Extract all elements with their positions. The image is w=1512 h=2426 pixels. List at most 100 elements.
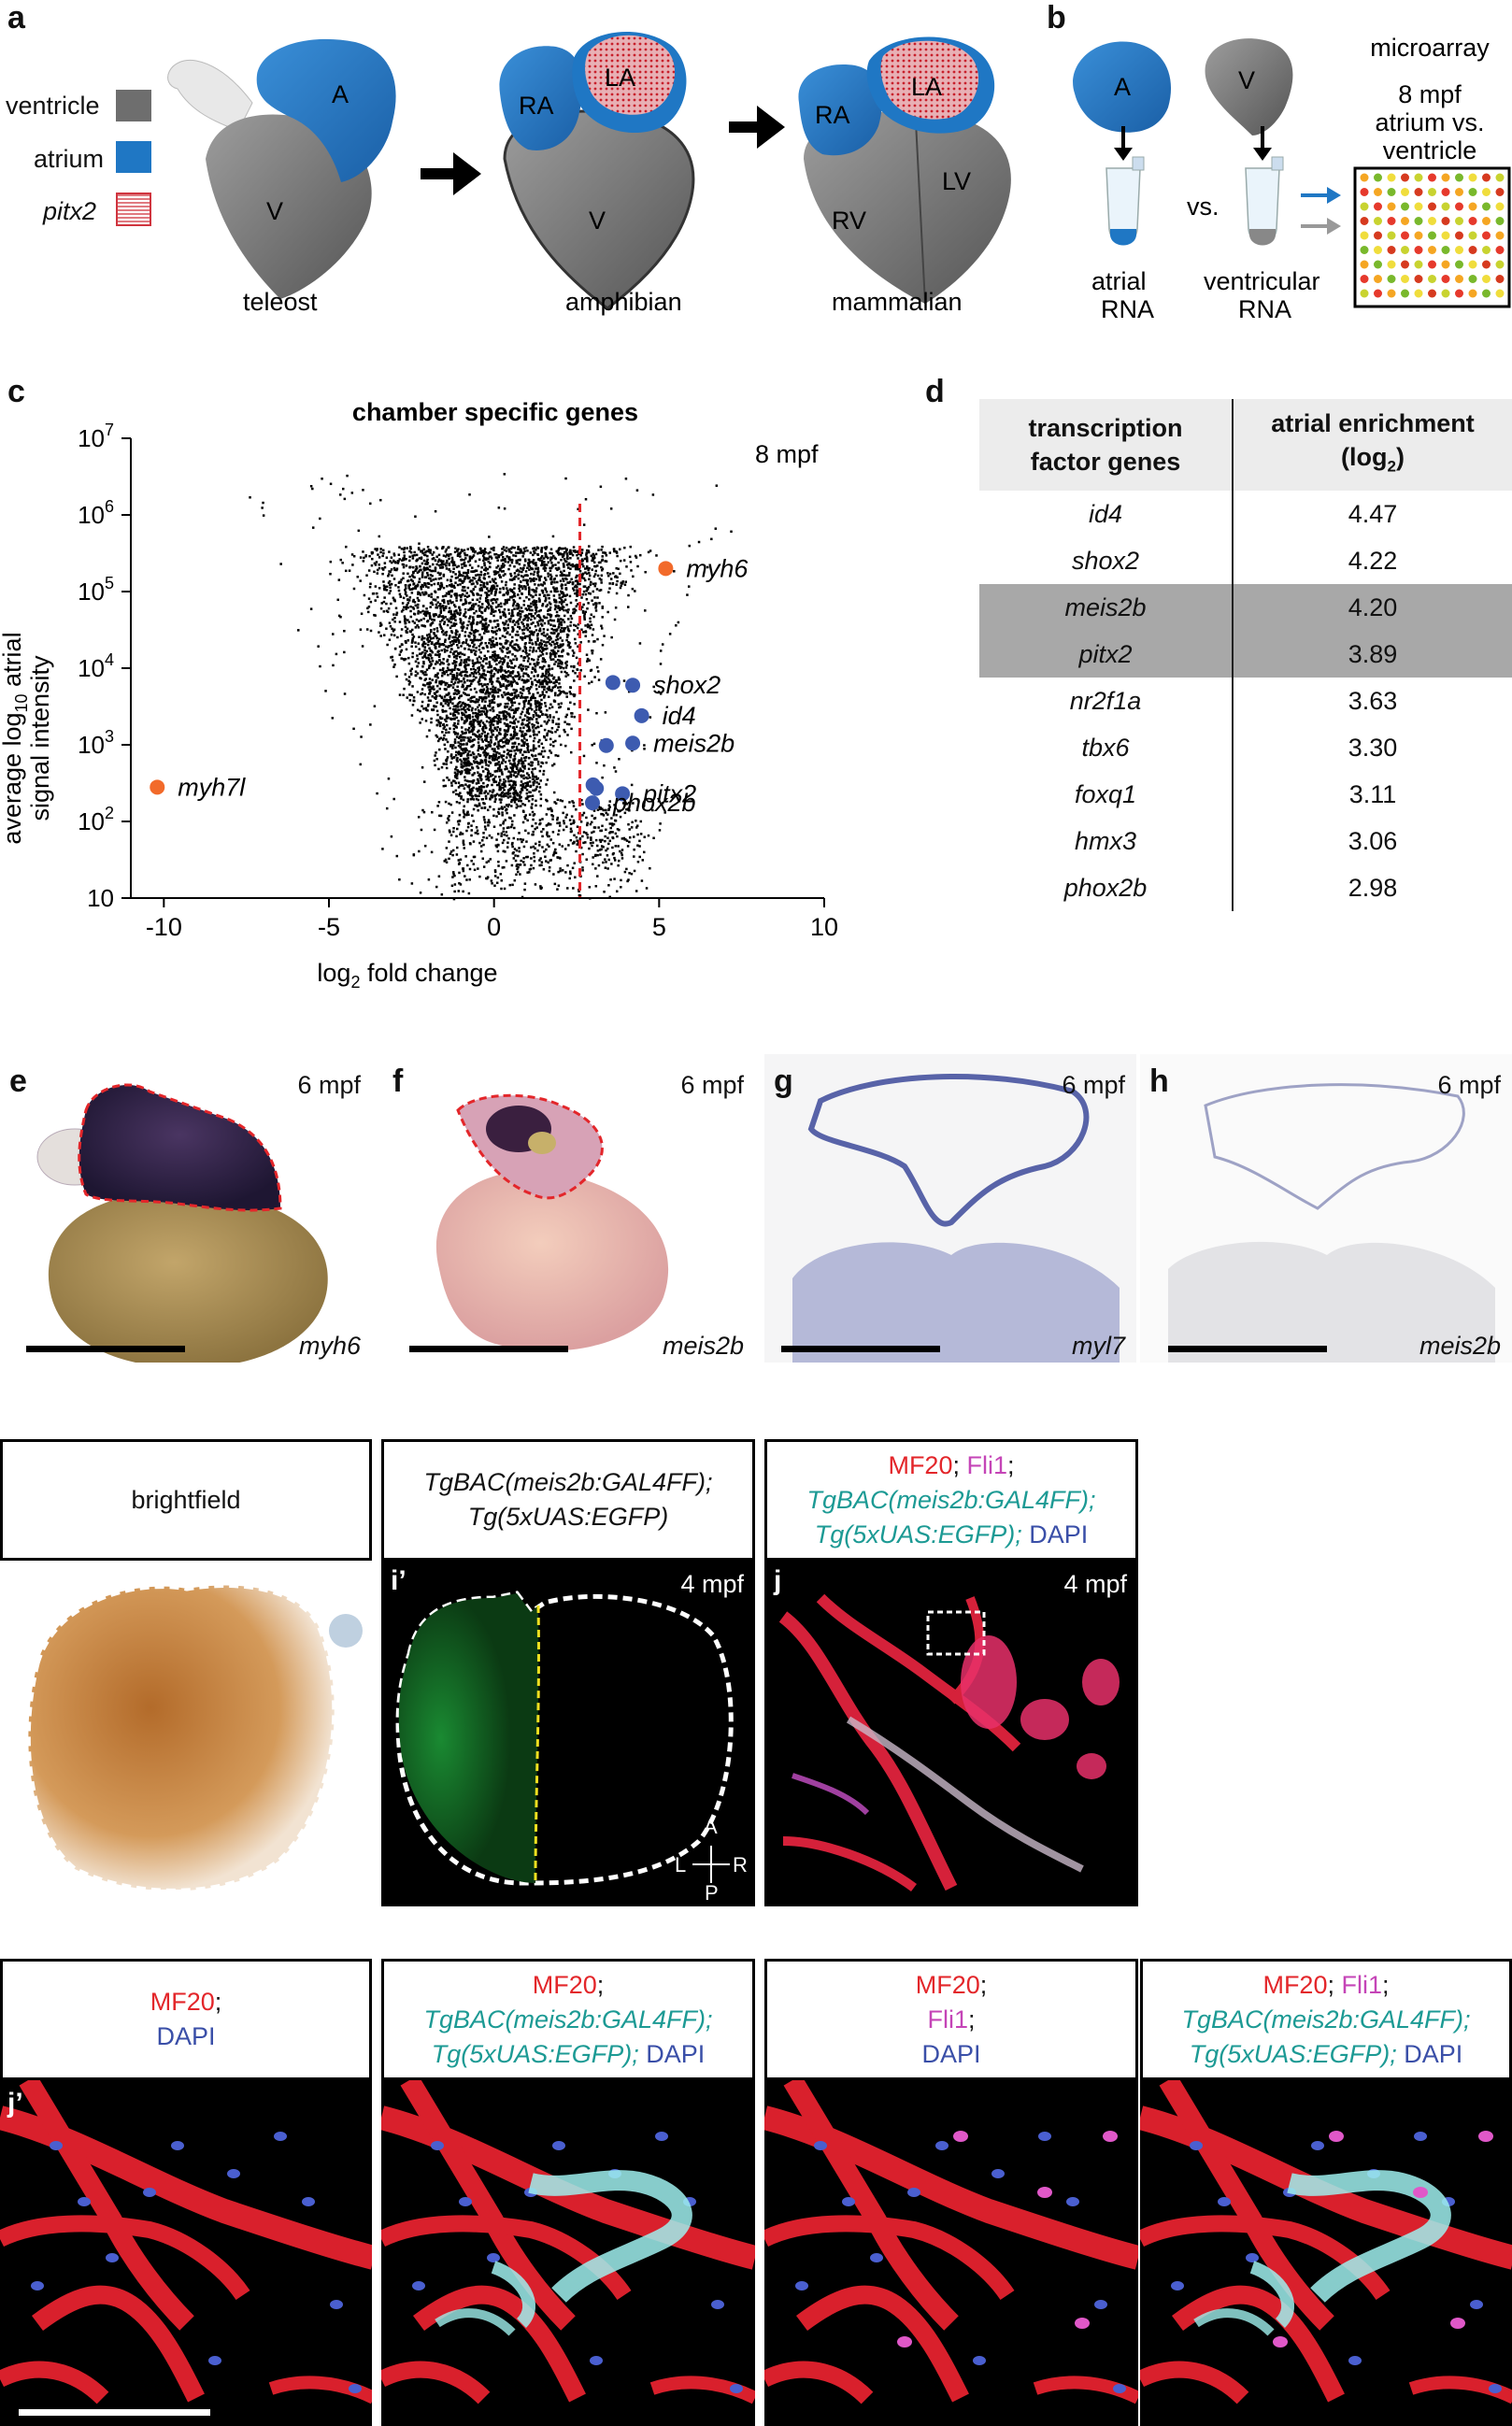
b-atrium-label: A [1114, 73, 1131, 101]
microarray-label-3: atrium vs. [1375, 108, 1484, 136]
microarray-spot [1495, 231, 1505, 240]
table-cell-gene: phox2b [979, 864, 1234, 911]
microarray-spot [1468, 202, 1477, 211]
microarray-spot [1482, 188, 1491, 196]
photo-j-stage: 4 mpf [1063, 1570, 1127, 1598]
microarray-spot [1441, 275, 1450, 283]
microarray-spot [1374, 173, 1382, 182]
y-tick-label: 106 [78, 497, 114, 529]
table-cell-value: 4.22 [1348, 546, 1398, 575]
axis-anterior: A [704, 1815, 718, 1838]
microarray-spot [1441, 173, 1450, 182]
microarray-spot [1482, 217, 1491, 225]
y-axis-label-line2: signal intensity [26, 655, 54, 821]
photo-i-stage: 4 mpf [297, 1570, 361, 1598]
microarray-spot [1468, 289, 1477, 298]
photo-j: j 4 mpf [764, 1561, 1138, 1906]
microarray-spot [1455, 275, 1463, 283]
table-row: nr2f1a 3.63 [979, 678, 1512, 724]
microarray-spot [1374, 289, 1382, 298]
table-cell-gene: shox2 [979, 537, 1234, 584]
photo-i: i 4 mpf [0, 1561, 372, 1906]
microarray-spot [1428, 260, 1436, 269]
table-cell-value: 3.63 [1348, 686, 1398, 715]
j2-3-image [764, 2080, 1138, 2426]
microarray-spot [1387, 246, 1396, 254]
microarray-spot [1414, 188, 1423, 196]
microarray-spot [1441, 289, 1450, 298]
microarray-spot [1360, 188, 1369, 196]
panel-label-g: g [774, 1063, 793, 1099]
box-j2-4-label: MF20; Fli1; TgBAC(meis2b:GAL4FF); Tg(5xU… [1140, 1959, 1512, 2080]
microarray-spot [1428, 231, 1436, 240]
teleost-label: teleost [243, 288, 318, 316]
point-blue [585, 777, 601, 792]
microarray-spot [1360, 246, 1369, 254]
arrow-down-ventricular [1253, 126, 1272, 161]
panel-label-e: e [9, 1063, 27, 1099]
microarray-spot [1401, 246, 1409, 254]
point-label: myh7l [178, 773, 246, 801]
amphibian-heart: RA LA V [499, 31, 695, 310]
teleost-atrium-label: A [332, 80, 349, 108]
table-cell-value: 3.06 [1348, 826, 1398, 855]
box-j2-1-label: MF20; DAPI [0, 1959, 372, 2080]
microarray-spot [1495, 217, 1505, 225]
table-cell-gene: tbx6 [979, 724, 1234, 771]
mammalian-ra-label: RA [815, 101, 850, 129]
box-i2-label: TgBAC(meis2b:GAL4FF); Tg(5xUAS:EGFP) [381, 1439, 755, 1561]
atrial-rna-label-1: atrial [1091, 267, 1147, 295]
x-tick-label: 0 [487, 913, 501, 941]
microarray-spots [1360, 173, 1505, 298]
amphibian-ventricle-label: V [589, 207, 606, 235]
scatter-cloud [249, 473, 733, 901]
microarray-spot [1441, 202, 1450, 211]
table-cell-gene: foxq1 [979, 771, 1234, 818]
mammalian-heart: RA LA RV LV [798, 36, 1011, 305]
y-axis-label-a: average log [0, 712, 26, 844]
photo-e: e 6 mpf myh6 [0, 1054, 372, 1363]
microarray-spot [1374, 275, 1382, 283]
microarray-spot [1495, 173, 1505, 182]
microarray-spot [1374, 246, 1382, 254]
table-row: hmx3 3.06 [979, 818, 1512, 864]
microarray-spot [1360, 173, 1369, 182]
mammalian-rv-label: RV [832, 207, 866, 235]
microarray-spot [1374, 217, 1382, 225]
microarray-spot [1468, 188, 1477, 196]
microarray-spot [1468, 231, 1477, 240]
table-row: phox2b 2.98 [979, 864, 1512, 911]
microarray-spot [1428, 275, 1436, 283]
microarray-spot [1401, 275, 1409, 283]
microarray-spot [1455, 231, 1463, 240]
b-vs-label: vs. [1187, 193, 1220, 221]
photo-f-gene: meis2b [662, 1332, 744, 1360]
mammalian-la-label: LA [911, 73, 942, 101]
photo-f-scale-bar [409, 1346, 568, 1352]
microarray-spot [1441, 217, 1450, 225]
arrow-blue [1301, 187, 1341, 204]
microarray-spot [1401, 173, 1409, 182]
microarray-spot [1428, 173, 1436, 182]
box-i-label: brightfield [0, 1439, 372, 1561]
microarray-spot [1387, 217, 1396, 225]
microarray-spot [1468, 173, 1477, 182]
panel-label-j2: j’ [7, 2088, 23, 2119]
table-cell-gene: meis2b [979, 584, 1234, 631]
panel-label-d: d [925, 374, 945, 409]
microarray-spot [1360, 260, 1369, 269]
microarray-spot [1455, 217, 1463, 225]
table-header-row: transcription factor genes atrial enrichm… [979, 399, 1512, 491]
photo-e-gene: myh6 [298, 1332, 361, 1360]
ventricular-rna-tube [1245, 156, 1284, 246]
microarray-spot [1428, 217, 1436, 225]
microarray-spot [1441, 246, 1450, 254]
microarray-spot [1401, 202, 1409, 211]
x-tick-label: -5 [318, 913, 340, 941]
y-tick-label: 104 [78, 650, 114, 682]
microarray-spot [1482, 260, 1491, 269]
microarray-spot [1428, 188, 1436, 196]
j2-2-image [381, 2080, 755, 2426]
photo-h-gene: meis2b [1419, 1332, 1501, 1360]
table-row: pitx2 3.89 [979, 631, 1512, 678]
